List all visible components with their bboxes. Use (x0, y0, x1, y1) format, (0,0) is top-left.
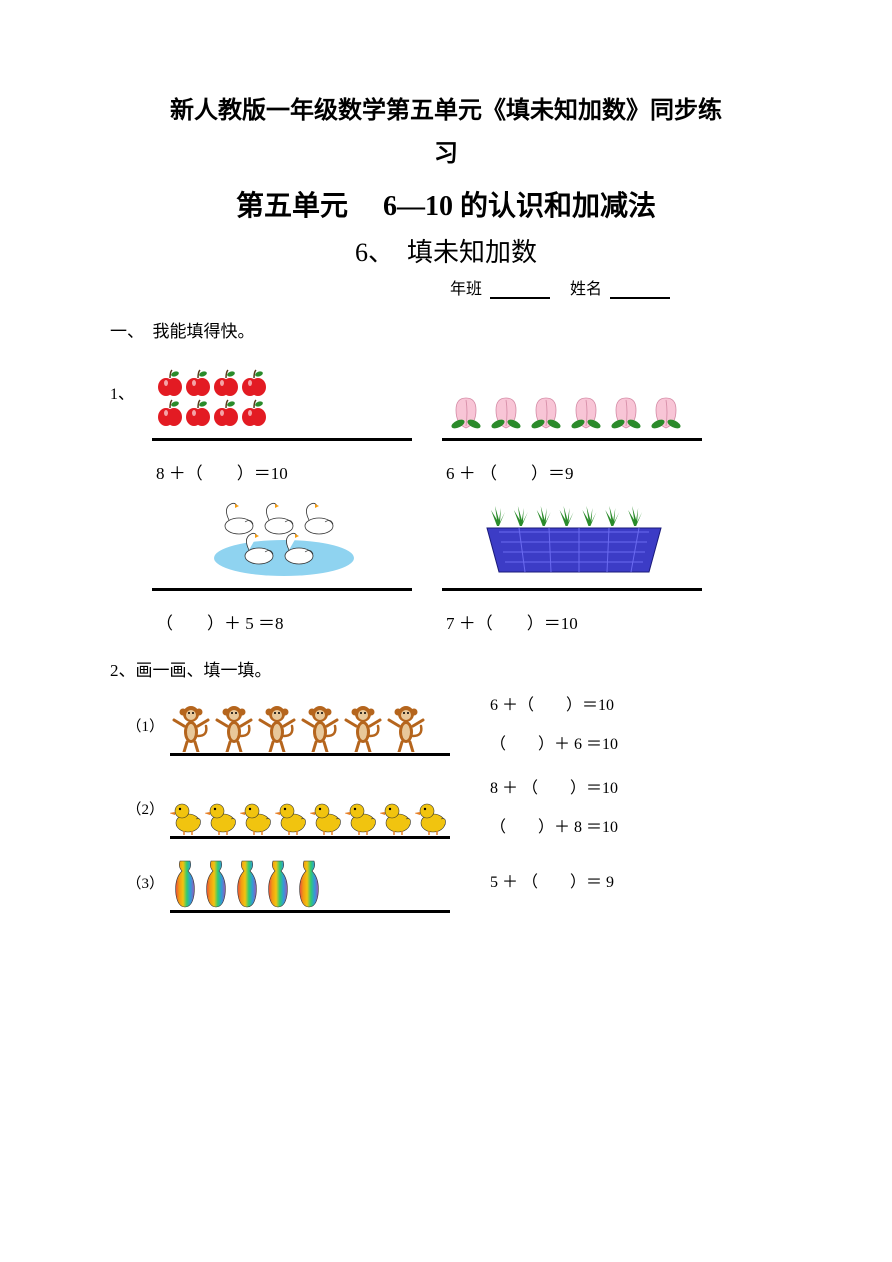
q1d-underline (442, 584, 702, 591)
q2-container: （1） (110, 687, 782, 913)
q2-eqs-0: 6 ＋（ ）＝10 （ ）＋ 6 ＝10 (490, 687, 618, 764)
q1b-equation: 6 ＋ （ ）＝9 (446, 459, 702, 484)
q1c-underline (152, 584, 412, 591)
duck-icon (275, 795, 309, 835)
monkey-icon (213, 702, 255, 752)
doc-title: 新人教版一年级数学第五单元《填未知加数》同步练 习 (110, 90, 782, 176)
peach-icon (606, 388, 646, 432)
q1a-underline (152, 434, 412, 441)
q1-number: 1、 (110, 348, 152, 484)
vase-icon (232, 859, 262, 909)
monkey-icon (342, 702, 384, 752)
basket-plants-icon (479, 498, 669, 582)
name-blank[interactable] (610, 297, 670, 299)
q2-row-1: （2） (110, 770, 782, 847)
q2-sub-2: （3） (110, 872, 170, 893)
monkey-icon (256, 702, 298, 752)
q1-row-1: 1、 (110, 348, 782, 484)
peach-icon (526, 388, 566, 432)
apple-icon (184, 368, 212, 398)
apple-icon (156, 398, 184, 428)
monkey-icon (170, 702, 212, 752)
q2-0-eq1: 6 ＋（ ）＝10 (490, 687, 618, 725)
apple-icon (156, 368, 184, 398)
q2-2-eq1: 5 ＋ （ ）＝ 9 (490, 864, 614, 902)
q2-0-eq2: （ ）＋ 6 ＝10 (490, 726, 618, 764)
q2-eqs-2: 5 ＋ （ ）＝ 9 (490, 864, 614, 902)
q2-eqs-1: 8 ＋ （ ）＝10 （ ）＋ 8 ＝10 (490, 770, 618, 847)
duck-icon (170, 795, 204, 835)
q1b-image (442, 348, 702, 432)
q2-1-eq2: （ ）＋ 8 ＝10 (490, 809, 618, 847)
apple-icon (184, 398, 212, 428)
q1c-image (152, 498, 412, 582)
duck-icon (380, 795, 414, 835)
q2-row-2: （3） 5 ＋ （ ）＝ 9 (110, 853, 782, 913)
student-info: 年班 姓名 (450, 275, 782, 299)
apple-icon (240, 398, 268, 428)
duck-icon (310, 795, 344, 835)
q1a-cell: 8 ＋（ ）＝10 (152, 348, 412, 484)
q2-sub-1: （2） (110, 798, 170, 819)
q2-image-2 (170, 853, 450, 913)
monkey-icon (385, 702, 427, 752)
monkey-icon (299, 702, 341, 752)
class-blank[interactable] (490, 297, 550, 299)
name-label: 姓名 (570, 281, 602, 298)
peach-icon (646, 388, 686, 432)
section-2-heading: 2、画一画、填一填。 (110, 656, 782, 681)
title-line-2: 习 (434, 141, 458, 167)
q2-sub-0: （1） (110, 715, 170, 736)
duck-icon (205, 795, 239, 835)
apple-icon (212, 398, 240, 428)
title-line-1: 新人教版一年级数学第五单元《填未知加数》同步练 (170, 98, 722, 124)
peach-icon (486, 388, 526, 432)
q1d-equation: 7 ＋（ ）＝10 (446, 609, 702, 634)
q1d-image (442, 498, 702, 582)
q2-image-1 (170, 779, 450, 839)
q1d-cell: 7 ＋（ ）＝10 (442, 498, 702, 634)
q2-1-eq1: 8 ＋ （ ）＝10 (490, 770, 618, 808)
section-1-heading: 一、 我能填得快。 (110, 317, 782, 342)
q1a-equation: 8 ＋（ ）＝10 (156, 459, 412, 484)
duck-icon (345, 795, 379, 835)
duck-icon (240, 795, 274, 835)
peach-icon (446, 388, 486, 432)
apple-icon (212, 368, 240, 398)
swans-icon (199, 498, 369, 582)
q1-row-2: （ ）＋ 5 ＝8 7 ＋（ ）＝10 (110, 498, 782, 634)
q1b-underline (442, 434, 702, 441)
sub-title: 6、 填未知加数 (110, 232, 782, 269)
vase-icon (170, 859, 200, 909)
q1b-cell: 6 ＋ （ ）＝9 (442, 348, 702, 484)
worksheet-page: 新人教版一年级数学第五单元《填未知加数》同步练 习 第五单元 6—10 的认识和… (0, 0, 892, 1262)
vase-icon (263, 859, 293, 909)
q1a-image (152, 348, 412, 432)
vase-icon (294, 859, 324, 909)
q2-row-0: （1） (110, 687, 782, 764)
vase-icon (201, 859, 231, 909)
class-label: 年班 (450, 281, 482, 298)
apple-icon (240, 368, 268, 398)
unit-title: 第五单元 6—10 的认识和加减法 (110, 184, 782, 224)
q1c-equation: （ ）＋ 5 ＝8 (156, 609, 412, 634)
q1c-cell: （ ）＋ 5 ＝8 (152, 498, 412, 634)
q2-image-0 (170, 696, 450, 756)
duck-icon (415, 795, 449, 835)
peach-icon (566, 388, 606, 432)
